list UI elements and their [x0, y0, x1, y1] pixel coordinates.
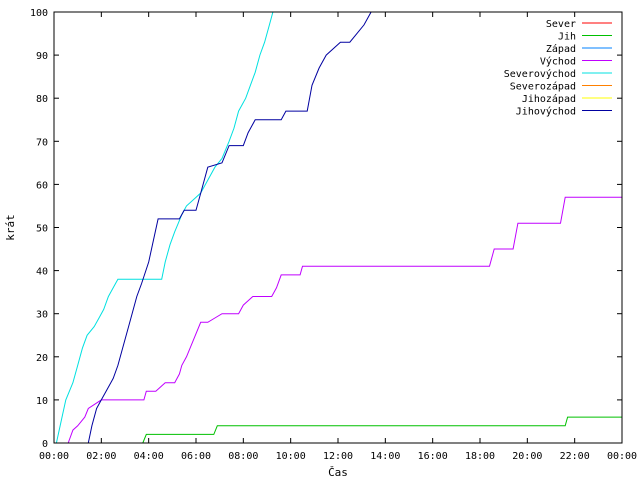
legend-label: Východ [540, 56, 576, 68]
x-tick-label: 08:00 [228, 451, 258, 462]
series-lines [55, 11, 622, 444]
x-tick-label: 20:00 [512, 451, 542, 462]
y-axis-ticks: 0 10 20 30 40 50 60 70 80 90 100 [30, 8, 622, 450]
y-axis-title: krát [4, 214, 17, 241]
x-tick-label: 12:00 [323, 451, 353, 462]
y-tick-label: 80 [36, 94, 48, 105]
x-tick-label: 06:00 [181, 451, 211, 462]
series-line-severovýchod [55, 11, 274, 444]
y-tick-label: 0 [42, 439, 48, 450]
x-tick-label: 02:00 [86, 451, 116, 462]
x-tick-label: 14:00 [370, 451, 400, 462]
legend-label: Jihozápad [522, 93, 576, 105]
x-tick-label: 00:00 [607, 451, 637, 462]
x-tick-label: 04:00 [134, 451, 164, 462]
y-tick-label: 90 [36, 51, 48, 62]
y-tick-label: 100 [30, 8, 48, 19]
x-tick-label: 00:00 [39, 451, 69, 462]
y-tick-label: 60 [36, 180, 48, 191]
y-tick-label: 50 [36, 224, 48, 235]
legend: Sever JihZápadVýchodSeverovýchodSeverozáp… [504, 19, 612, 118]
y-tick-label: 70 [36, 137, 48, 148]
legend-label: Severovýchod [504, 68, 576, 80]
y-tick-label: 10 [36, 396, 48, 407]
series-line-jih [142, 416, 622, 444]
y-tick-label: 20 [36, 353, 48, 364]
x-axis-title: Čas [328, 466, 348, 479]
legend-label: Sever [546, 19, 576, 30]
legend-label: Západ [546, 43, 576, 55]
series-line-jihovýchod [87, 11, 372, 444]
legend-label: Jihovýchod [516, 106, 576, 118]
y-tick-label: 40 [36, 267, 48, 278]
x-tick-label: 18:00 [465, 451, 495, 462]
legend-label: Severozápad [510, 81, 576, 93]
legend-label: Jih [558, 32, 576, 43]
plot-frame [53, 11, 623, 444]
x-tick-label: 22:00 [560, 451, 590, 462]
series-line-východ [67, 196, 622, 444]
x-tick-label: 10:00 [276, 451, 306, 462]
y-tick-label: 30 [36, 310, 48, 321]
x-axis-ticks: 00:00 02:00 04:00 06:00 08:00 10:00 12:00 14:00… [39, 12, 637, 462]
x-tick-label: 16:00 [418, 451, 448, 462]
